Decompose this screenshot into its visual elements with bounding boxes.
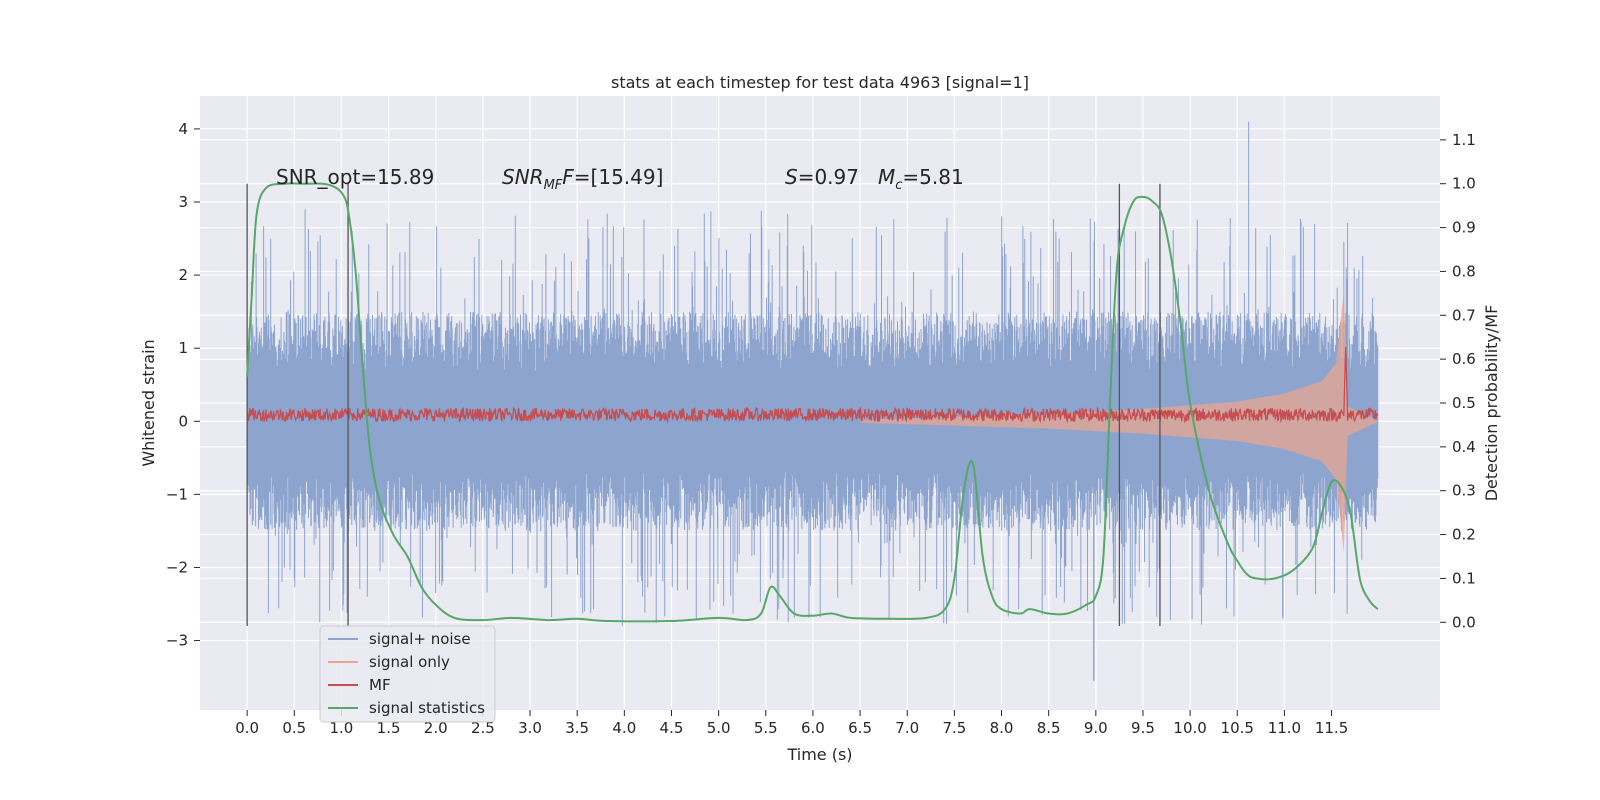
series-signal-statistics: [246, 182, 1379, 623]
y2-axis-label: Detection probability/MF: [1482, 305, 1501, 502]
x-tick-label: 9.0: [1084, 719, 1108, 737]
y-ticks: −3 −2 −1 0 1 2 3 4: [166, 120, 200, 650]
y2-tick-label: 0.8: [1452, 262, 1476, 280]
x-tick-label: 6.0: [801, 719, 825, 737]
x-axis-label: Time (s): [786, 745, 852, 764]
y-tick-label: −3: [166, 632, 188, 650]
y2-tick-label: 0.4: [1452, 438, 1476, 456]
y-tick-label: 1: [178, 339, 188, 357]
x-tick-label: 3.0: [518, 719, 542, 737]
x-tick-label: 10.0: [1173, 719, 1206, 737]
x-tick-label: 1.5: [377, 719, 401, 737]
x-ticks: 0.0 0.5 1.0 1.5 2.0 2.5 3.0 3.5 4.0 4.5 5.0 5.5 6.0 6…: [235, 710, 1348, 737]
plot-series: [246, 121, 1379, 681]
x-tick-label: 3.5: [565, 719, 589, 737]
x-tick-label: 0.0: [235, 719, 259, 737]
x-tick-label: 7.0: [895, 719, 919, 737]
x-tick-label: 11.0: [1268, 719, 1301, 737]
x-tick-label: 10.5: [1221, 719, 1254, 737]
y-tick-label: 3: [178, 193, 188, 211]
y-tick-label: 4: [178, 120, 188, 138]
legend: signal+ noise signal only MF signal stat…: [319, 625, 496, 723]
y2-tick-label: 0.6: [1452, 350, 1476, 368]
x-tick-label: 8.5: [1037, 719, 1061, 737]
legend-box: [319, 625, 496, 723]
y-tick-label: 0: [178, 412, 188, 430]
annotation-snr-opt: SNR_opt=15.89: [276, 165, 434, 189]
x-tick-label: 7.5: [942, 719, 966, 737]
y-tick-label: −2: [166, 558, 188, 576]
y2-tick-label: 1.0: [1452, 175, 1476, 193]
y2-tick-label: 0.0: [1452, 613, 1476, 631]
y2-tick-label: 0.3: [1452, 482, 1476, 500]
x-tick-label: 11.5: [1315, 719, 1348, 737]
x-tick-label: 2.0: [424, 719, 448, 737]
y2-tick-label: 0.1: [1452, 569, 1476, 587]
x-tick-label: 0.5: [282, 719, 306, 737]
y2-tick-label: 0.5: [1452, 394, 1476, 412]
y2-tick-label: 0.9: [1452, 219, 1476, 237]
y-tick-label: −1: [166, 485, 188, 503]
x-tick-label: 4.5: [660, 719, 684, 737]
legend-label-signal-noise: signal+ noise: [369, 630, 471, 648]
legend-label-signal-only: signal only: [369, 653, 450, 671]
x-tick-label: 9.5: [1131, 719, 1155, 737]
annotation-mc: Mc=5.81: [878, 165, 964, 193]
chart-title: stats at each timestep for test data 496…: [611, 73, 1029, 92]
legend-label-mf: MF: [369, 676, 391, 694]
x-tick-label: 5.5: [754, 719, 778, 737]
annotation-snr-mf: SNRMFF=[15.49]: [502, 165, 663, 193]
annotation-s: S=0.97: [785, 165, 859, 189]
x-tick-label: 1.0: [330, 719, 354, 737]
legend-label-signal-statistics: signal statistics: [369, 699, 485, 717]
x-tick-label: 4.0: [612, 719, 636, 737]
y2-tick-label: 0.7: [1452, 306, 1476, 324]
x-tick-label: 2.5: [471, 719, 495, 737]
x-tick-label: 8.0: [990, 719, 1014, 737]
series-mf: [246, 346, 1379, 424]
x-tick-label: 6.5: [848, 719, 872, 737]
y-tick-label: 2: [178, 266, 188, 284]
y2-tick-label: 0.2: [1452, 526, 1476, 544]
y2-ticks: 0.0 0.1 0.2 0.3 0.4 0.5 0.6 0.7 0.8 0.9 1.0 1.1: [1440, 131, 1476, 631]
y2-tick-label: 1.1: [1452, 131, 1476, 149]
x-tick-label: 5.0: [707, 719, 731, 737]
y-axis-label: Whitened strain: [139, 339, 158, 466]
vertical-markers: [246, 183, 1161, 626]
